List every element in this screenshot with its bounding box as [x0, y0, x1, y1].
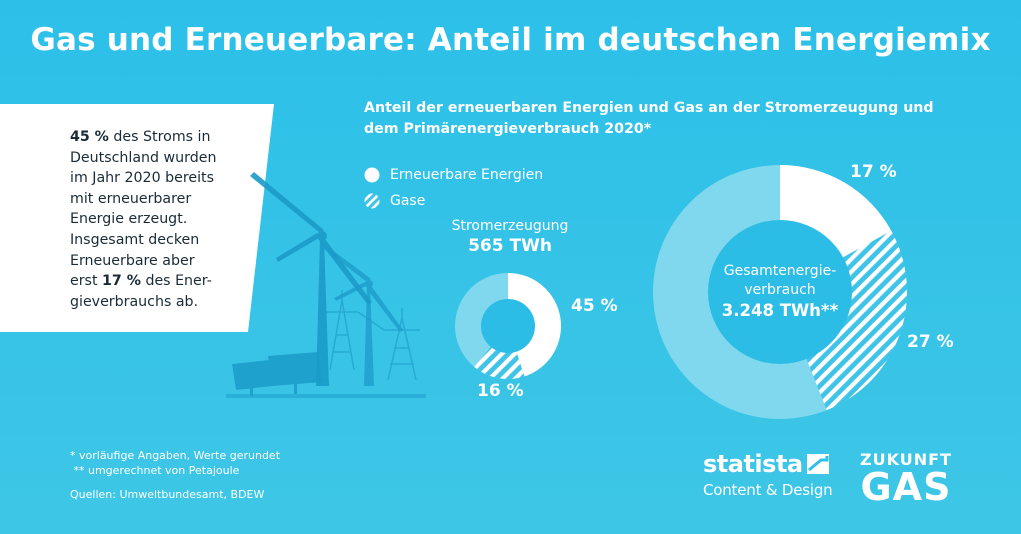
chart1-center — [481, 299, 535, 353]
chart2-label-erneuerbare: 17 % — [850, 162, 897, 182]
statista-icon — [806, 454, 829, 474]
info-text-line: 45 % des Stroms in — [70, 129, 211, 145]
legend-item-gase: Gase — [364, 188, 543, 214]
energy-illustration — [226, 172, 426, 398]
chart-subtitle: Anteil der erneuerbaren Energien und Gas… — [364, 100, 934, 137]
info-text-line: im Jahr 2020 bereits — [70, 170, 214, 187]
chart1-label-gase: 16 % — [477, 381, 524, 401]
wind-turbine-icon — [320, 243, 403, 386]
chart1-title: Stromerzeugung 565 TWh — [451, 218, 569, 256]
info-text-line: Energie erzeugt. — [70, 211, 188, 228]
info-box — [0, 104, 248, 332]
chart1-label-erneuerbare: 45 % — [571, 296, 618, 316]
solar-panel-icon — [232, 352, 322, 396]
source-note: Quellen: Umweltbundesamt, BDEW — [70, 488, 265, 501]
info-text-line: Insgesamt decken — [70, 231, 200, 248]
page-title: Gas und Erneuerbare: Anteil im deutschen… — [30, 22, 991, 58]
legend-swatch-solid — [364, 167, 380, 183]
info-text-line: Erneuerbare aber — [70, 252, 195, 269]
chart2-center — [708, 220, 852, 364]
pylon-icon — [326, 290, 420, 381]
info-text-line: gieverbrauchs ab. — [70, 293, 199, 310]
chart2-center-label: Gesamtenergie- verbrauch 3.248 TWh** — [721, 263, 839, 320]
statista-logo: statista Content & Design — [703, 450, 833, 499]
info-text-line: Deutschland wurden — [70, 149, 217, 166]
legend-swatch-hatched — [364, 193, 380, 209]
footnotes: * vorläufige Angaben, Werte gerundet ** … — [70, 449, 281, 477]
info-box-edge — [248, 104, 274, 332]
chart2-label-gase: 27 % — [907, 332, 954, 352]
info-text-line: erst 17 % des Ener- — [70, 273, 212, 290]
info-text: 45 % des Stroms in Deutschland wurden im J… — [70, 127, 266, 312]
info-text-line: mit erneuerbarer — [70, 190, 192, 207]
zukunft-gas-logo: ZUKUNFT GAS — [860, 450, 952, 509]
chart-legend: Erneuerbare Energien Gase — [364, 162, 543, 214]
legend-item-erneuerbare: Erneuerbare Energien — [364, 162, 543, 188]
